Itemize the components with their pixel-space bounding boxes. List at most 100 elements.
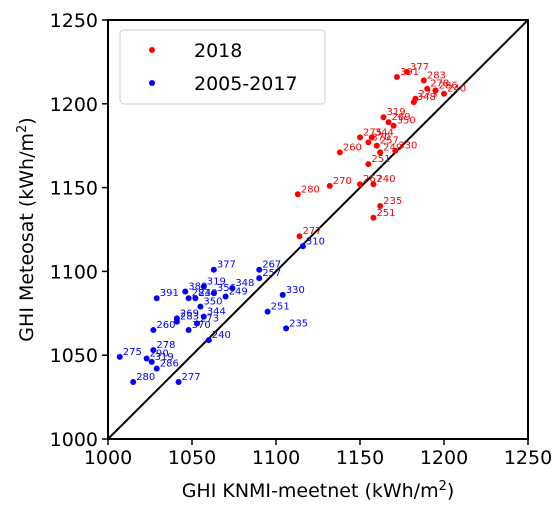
- y-axis-label: GHI Meteosat (kWh/m2): [15, 117, 39, 341]
- point-label: 240: [212, 330, 231, 341]
- data-point: [148, 358, 155, 365]
- data-point: [404, 68, 411, 75]
- x-tick-label: 1000: [84, 447, 132, 469]
- data-point: [116, 353, 123, 360]
- point-label: 280: [301, 184, 320, 195]
- data-point: [392, 147, 399, 154]
- point-label: 391: [160, 288, 179, 299]
- data-point: [424, 85, 431, 92]
- point-label: 348: [417, 92, 436, 103]
- point-label: 235: [289, 318, 308, 329]
- point-label: 280: [136, 372, 155, 383]
- data-point: [200, 313, 207, 320]
- data-point: [377, 149, 384, 156]
- point-label: 286: [160, 359, 179, 370]
- data-point: [205, 337, 212, 344]
- point-label: 251: [271, 302, 290, 313]
- point-label: 273: [418, 89, 437, 100]
- point-label: 377: [217, 260, 236, 271]
- data-point: [210, 266, 217, 273]
- point-label: 277: [303, 226, 322, 237]
- data-point: [370, 214, 377, 221]
- point-label: 240: [447, 84, 466, 95]
- legend-label: 2005-2017: [194, 73, 298, 95]
- point-label: 330: [286, 285, 305, 296]
- data-point: [365, 139, 372, 146]
- series-0: 3913772832782862402733483192693502753443…: [294, 62, 466, 240]
- plot-frame: [107, 19, 529, 440]
- legend: 2018 2005-2017: [119, 29, 326, 105]
- point-label: 251: [376, 208, 395, 219]
- point-label: 290: [150, 349, 169, 360]
- point-label: 249: [229, 287, 248, 298]
- point-label: 240: [198, 288, 217, 299]
- data-point: [370, 181, 377, 188]
- y-tick-label: 1150: [50, 178, 98, 200]
- y-tick-label: 1250: [50, 10, 98, 32]
- point-label: 344: [375, 127, 394, 138]
- data-point: [182, 288, 189, 295]
- data-point: [390, 122, 397, 129]
- point-label: 286: [439, 80, 458, 91]
- x-tick-label: 1100: [252, 447, 300, 469]
- y-tick-label: 1050: [50, 345, 98, 367]
- point-label: 260: [343, 142, 362, 153]
- data-point: [393, 73, 400, 80]
- point-label: 319: [207, 276, 226, 287]
- point-label: 283: [427, 70, 446, 81]
- data-point: [222, 293, 229, 300]
- data-point: [385, 119, 392, 126]
- x-tick-label: 1150: [336, 447, 384, 469]
- point-label: 235: [383, 196, 402, 207]
- data-point: [296, 233, 303, 240]
- data-point: [264, 308, 271, 315]
- point-label: 275: [123, 347, 142, 358]
- data-point: [210, 290, 217, 297]
- point-label: 319: [155, 352, 174, 363]
- data-point: [197, 303, 204, 310]
- data-point: [365, 161, 372, 168]
- point-label: 260: [156, 320, 175, 331]
- point-label: 273: [200, 313, 219, 324]
- point-label: 240: [376, 174, 395, 185]
- data-point: [200, 283, 207, 290]
- data-point: [143, 355, 150, 362]
- point-label: 348: [235, 278, 254, 289]
- data-point: [192, 295, 199, 302]
- data-point: [185, 327, 192, 334]
- point-label: 356: [217, 283, 236, 294]
- legend-box: [119, 29, 326, 105]
- point-label: 377: [410, 62, 429, 73]
- data-point: [441, 90, 447, 97]
- data-point: [299, 243, 306, 250]
- point-label: 370: [192, 320, 211, 331]
- x-tick-label: 1250: [504, 447, 552, 469]
- data-point: [410, 99, 417, 106]
- data-point: [377, 203, 384, 210]
- x-axis-label: GHI KNMI-meetnet (kWh/m2): [182, 479, 455, 503]
- point-label: 344: [207, 307, 226, 318]
- data-point: [368, 134, 375, 141]
- point-label: 277: [182, 372, 201, 383]
- point-label: 269: [180, 308, 199, 319]
- data-point: [256, 266, 263, 273]
- data-point: [153, 365, 160, 372]
- point-label: 283: [180, 312, 199, 323]
- data-point: [175, 379, 182, 386]
- data-point: [279, 291, 286, 298]
- point-label: 350: [203, 297, 222, 308]
- x-tick-label: 1200: [420, 447, 468, 469]
- y-tick-label: 1000: [50, 429, 98, 451]
- point-label: 370: [371, 132, 390, 143]
- point-label: 278: [430, 79, 449, 90]
- data-point: [336, 149, 343, 156]
- point-label: 278: [156, 340, 175, 351]
- y-tick-label: 1100: [50, 261, 98, 283]
- data-point: [283, 325, 290, 332]
- axis-ticks-layer: 1000 1050 1100 1150 1200 1250 1000 1050 1100 1150…: [50, 10, 553, 469]
- data-point: [150, 327, 157, 334]
- x-tick-label: 1050: [168, 447, 216, 469]
- data-point: [130, 379, 137, 386]
